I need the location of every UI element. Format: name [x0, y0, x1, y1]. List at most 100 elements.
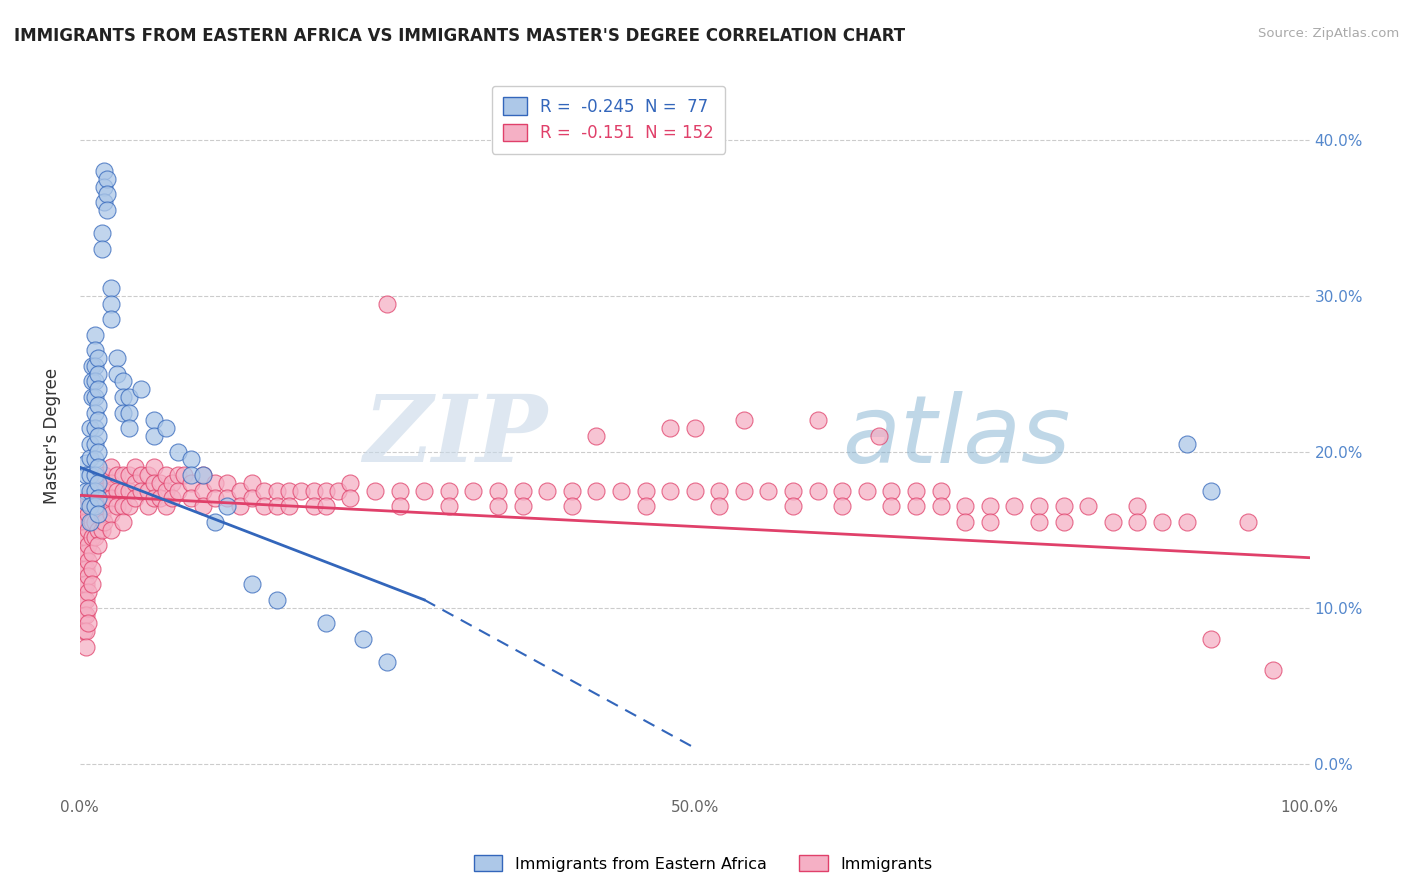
Point [93, 515, 115, 529]
Point [1028, 500, 1050, 514]
Point [167, 444, 190, 458]
Point [75, 592, 97, 607]
Point [277, 483, 299, 498]
Point [831, 483, 853, 498]
Point [72, 608, 94, 623]
Point [868, 429, 890, 443]
Point [1199, 483, 1222, 498]
Point [118, 500, 141, 514]
Point [77, 554, 100, 568]
Point [83, 375, 105, 389]
Point [83, 483, 105, 498]
Point [1237, 515, 1260, 529]
Y-axis label: Master's Degree: Master's Degree [44, 368, 60, 504]
Point [87, 523, 110, 537]
Point [1002, 500, 1025, 514]
Point [77, 585, 100, 599]
Point [118, 483, 141, 498]
Point [82, 390, 104, 404]
Point [142, 460, 165, 475]
Point [856, 483, 879, 498]
Point [180, 468, 202, 483]
Point [96, 187, 118, 202]
Point [733, 483, 755, 498]
Point [253, 483, 276, 498]
Point [83, 421, 105, 435]
Point [191, 500, 214, 514]
Point [75, 624, 97, 638]
Point [880, 483, 903, 498]
Point [659, 483, 682, 498]
Point [75, 483, 97, 498]
Point [807, 413, 830, 427]
Point [929, 500, 952, 514]
Point [413, 483, 436, 498]
Point [83, 483, 105, 498]
Point [953, 500, 976, 514]
Point [536, 483, 558, 498]
Point [290, 483, 312, 498]
Point [585, 429, 607, 443]
Text: atlas: atlas [842, 391, 1070, 482]
Point [100, 460, 122, 475]
Point [315, 483, 337, 498]
Point [75, 577, 97, 591]
Point [229, 483, 252, 498]
Point [96, 171, 118, 186]
Point [93, 179, 115, 194]
Legend: Immigrants from Eastern Africa, Immigrants: Immigrants from Eastern Africa, Immigran… [465, 847, 941, 880]
Point [180, 452, 202, 467]
Point [709, 483, 731, 498]
Point [75, 640, 97, 654]
Point [155, 500, 177, 514]
Point [87, 367, 110, 381]
Point [82, 546, 104, 560]
Point [77, 491, 100, 506]
Point [204, 491, 226, 506]
Point [79, 421, 101, 435]
Point [142, 491, 165, 506]
Point [77, 600, 100, 615]
Point [124, 475, 146, 490]
Point [87, 460, 110, 475]
Point [87, 398, 110, 412]
Point [75, 500, 97, 514]
Point [82, 483, 104, 498]
Point [1261, 663, 1284, 677]
Point [79, 450, 101, 465]
Point [733, 413, 755, 427]
Point [105, 483, 128, 498]
Point [83, 515, 105, 529]
Point [82, 359, 104, 373]
Point [217, 500, 239, 514]
Point [124, 460, 146, 475]
Point [585, 483, 607, 498]
Point [782, 500, 804, 514]
Point [180, 491, 202, 506]
Point [229, 500, 252, 514]
Point [83, 500, 105, 514]
Point [75, 515, 97, 529]
Point [79, 515, 101, 529]
Point [486, 483, 509, 498]
Point [111, 468, 134, 483]
Point [160, 491, 183, 506]
Point [561, 500, 583, 514]
Point [905, 500, 928, 514]
Point [75, 608, 97, 623]
Point [486, 500, 509, 514]
Point [315, 616, 337, 631]
Point [136, 483, 159, 498]
Point [326, 483, 349, 498]
Point [880, 500, 903, 514]
Point [83, 452, 105, 467]
Point [1101, 515, 1123, 529]
Point [91, 491, 114, 506]
Point [118, 390, 141, 404]
Point [953, 515, 976, 529]
Point [709, 500, 731, 514]
Point [979, 515, 1001, 529]
Point [91, 523, 114, 537]
Point [1052, 500, 1074, 514]
Point [217, 491, 239, 506]
